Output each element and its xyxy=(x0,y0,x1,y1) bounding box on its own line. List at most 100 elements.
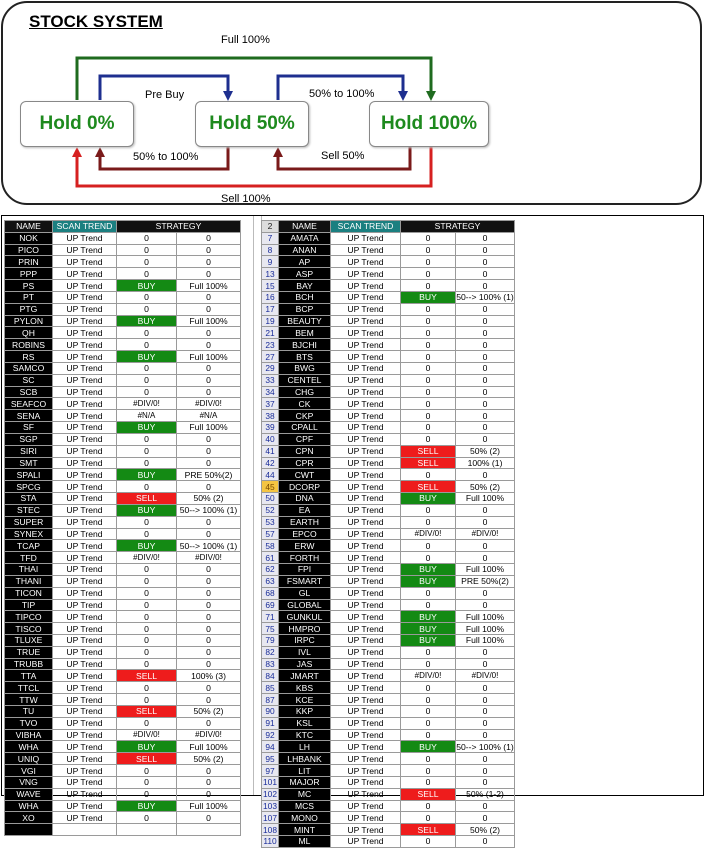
scan-trend-cell[interactable]: UP Trend xyxy=(330,657,401,671)
scan-trend-cell[interactable]: UP Trend xyxy=(52,326,117,340)
strategy-cell[interactable]: 50% (2) xyxy=(176,704,241,718)
signal-cell[interactable]: #DIV/0! xyxy=(400,527,456,541)
table-row[interactable]: SIRI UP Trend 0 0 xyxy=(4,444,241,458)
row-number-cell[interactable]: 34 xyxy=(261,385,279,399)
table-row[interactable]: 38 CKP UP Trend 0 0 xyxy=(261,409,515,423)
signal-cell[interactable]: SELL xyxy=(400,456,456,470)
row-number-cell[interactable]: 27 xyxy=(261,350,279,363)
table-row[interactable]: SENA UP Trend #N/A #N/A xyxy=(4,409,241,423)
strategy-cell[interactable]: 0 xyxy=(455,326,515,340)
stock-name-cell[interactable]: KCE xyxy=(278,693,331,706)
stock-name-cell[interactable]: BCP xyxy=(278,302,331,316)
scan-trend-cell[interactable]: UP Trend xyxy=(52,444,117,458)
stock-name-cell[interactable]: IVL xyxy=(278,645,331,659)
scan-trend-cell[interactable]: UP Trend xyxy=(330,693,401,706)
scan-trend-cell[interactable]: UP Trend xyxy=(330,302,401,316)
strategy-cell[interactable]: 0 xyxy=(455,704,515,718)
table-row[interactable]: WHA UP Trend BUY Full 100% xyxy=(4,799,241,813)
strategy-cell[interactable]: 0 xyxy=(455,764,515,777)
table-row[interactable]: 68 GL UP Trend 0 0 xyxy=(261,586,515,600)
signal-cell[interactable]: 0 xyxy=(400,361,456,375)
strategy-cell[interactable]: 0 xyxy=(176,444,241,458)
scan-trend-cell[interactable]: UP Trend xyxy=(52,740,117,754)
strategy-cell[interactable]: 0 xyxy=(176,243,241,257)
scan-trend-cell[interactable]: UP Trend xyxy=(52,775,117,789)
signal-cell[interactable]: SELL xyxy=(400,787,456,801)
stock-name-cell[interactable]: VNG xyxy=(4,775,53,789)
signal-cell[interactable]: 0 xyxy=(400,551,456,565)
table-row[interactable]: TTA UP Trend SELL 100% (3) xyxy=(4,669,241,683)
row-number-cell[interactable]: 16 xyxy=(261,290,279,304)
table-row[interactable]: SF UP Trend BUY Full 100% xyxy=(4,421,241,434)
table-row[interactable]: 34 CHG UP Trend 0 0 xyxy=(261,385,515,399)
table-row[interactable]: TIPCO UP Trend 0 0 xyxy=(4,610,241,624)
stock-name-cell[interactable]: LIT xyxy=(278,764,331,777)
row-number-cell[interactable]: 44 xyxy=(261,468,279,482)
table-row[interactable]: SYNEX UP Trend 0 0 xyxy=(4,527,241,541)
signal-cell[interactable]: 0 xyxy=(400,503,456,517)
stock-name-cell[interactable]: BTS xyxy=(278,350,331,363)
signal-cell[interactable]: 0 xyxy=(400,338,456,352)
scan-trend-cell[interactable]: UP Trend xyxy=(52,681,117,695)
table-row[interactable]: VNG UP Trend 0 0 xyxy=(4,775,241,789)
table-row[interactable]: 45 DCORP UP Trend SELL 50% (2) xyxy=(261,480,515,494)
stock-name-cell[interactable]: TLUXE xyxy=(4,633,53,647)
scan-trend-cell[interactable]: UP Trend xyxy=(52,645,117,659)
stock-name-cell[interactable]: PYLON xyxy=(4,314,53,328)
signal-cell[interactable]: 0 xyxy=(400,752,456,766)
signal-cell[interactable]: 0 xyxy=(400,835,456,848)
stock-name-cell[interactable]: TICON xyxy=(4,586,53,600)
scan-trend-cell[interactable]: UP Trend xyxy=(52,385,117,399)
signal-cell[interactable] xyxy=(116,823,177,837)
table-row[interactable]: 95 LHBANK UP Trend 0 0 xyxy=(261,752,515,766)
table-row[interactable]: 61 FORTH UP Trend 0 0 xyxy=(261,551,515,565)
row-number-cell[interactable]: 84 xyxy=(261,669,279,683)
stock-name-cell[interactable]: WHA xyxy=(4,740,53,754)
row-number-cell[interactable]: 61 xyxy=(261,551,279,565)
stock-name-cell[interactable]: PT xyxy=(4,290,53,304)
row-number-cell[interactable]: 85 xyxy=(261,681,279,695)
signal-cell[interactable]: SELL xyxy=(116,492,177,505)
stock-name-cell[interactable]: AP xyxy=(278,255,331,269)
strategy-cell[interactable]: 0 xyxy=(455,752,515,766)
scan-trend-cell[interactable]: UP Trend xyxy=(52,409,117,423)
strategy-cell[interactable]: 0 xyxy=(455,243,515,257)
signal-cell[interactable]: SELL xyxy=(116,704,177,718)
scan-trend-cell[interactable]: UP Trend xyxy=(52,456,117,470)
table-row[interactable]: TRUBB UP Trend 0 0 xyxy=(4,657,241,671)
strategy-cell[interactable]: 0 xyxy=(455,716,515,730)
signal-cell[interactable]: 0 xyxy=(400,326,456,340)
scan-trend-cell[interactable]: UP Trend xyxy=(330,681,401,695)
stock-name-cell[interactable]: KTC xyxy=(278,728,331,742)
signal-cell[interactable]: 0 xyxy=(400,515,456,529)
table-row[interactable]: TU UP Trend SELL 50% (2) xyxy=(4,704,241,718)
strategy-cell[interactable]: 50--> 100% (1) xyxy=(176,503,241,517)
signal-cell[interactable]: BUY xyxy=(116,799,177,813)
table-row[interactable]: 57 EPCO UP Trend #DIV/0! #DIV/0! xyxy=(261,527,515,541)
stock-name-cell[interactable]: TFD xyxy=(4,551,53,565)
scan-trend-cell[interactable]: UP Trend xyxy=(330,633,401,647)
table-row[interactable]: TRUE UP Trend 0 0 xyxy=(4,645,241,659)
stock-name-cell[interactable]: MINT xyxy=(278,823,331,837)
strategy-cell[interactable]: 0 xyxy=(176,456,241,470)
row-number-cell[interactable]: 40 xyxy=(261,432,279,446)
stock-name-cell[interactable]: STEC xyxy=(4,503,53,517)
scan-trend-cell[interactable]: UP Trend xyxy=(330,279,401,292)
scan-trend-cell[interactable]: UP Trend xyxy=(330,350,401,363)
signal-cell[interactable]: BUY xyxy=(400,610,456,624)
scan-trend-cell[interactable]: UP Trend xyxy=(52,492,117,505)
scan-trend-cell[interactable]: UP Trend xyxy=(52,799,117,813)
table-row[interactable]: 21 BEM UP Trend 0 0 xyxy=(261,326,515,340)
table-row[interactable]: TIP UP Trend 0 0 xyxy=(4,598,241,612)
signal-cell[interactable]: BUY xyxy=(116,740,177,754)
strategy-cell[interactable]: #DIV/0! xyxy=(455,527,515,541)
row-number-cell[interactable]: 92 xyxy=(261,728,279,742)
table-row[interactable]: PRIN UP Trend 0 0 xyxy=(4,255,241,269)
signal-cell[interactable]: 0 xyxy=(400,811,456,825)
signal-cell[interactable]: 0 xyxy=(116,290,177,304)
row-number-cell[interactable]: 58 xyxy=(261,539,279,553)
strategy-cell[interactable]: 0 xyxy=(176,574,241,588)
scan-trend-cell[interactable]: UP Trend xyxy=(330,492,401,505)
scan-trend-cell[interactable]: UP Trend xyxy=(52,302,117,316)
signal-cell[interactable]: 0 xyxy=(400,586,456,600)
